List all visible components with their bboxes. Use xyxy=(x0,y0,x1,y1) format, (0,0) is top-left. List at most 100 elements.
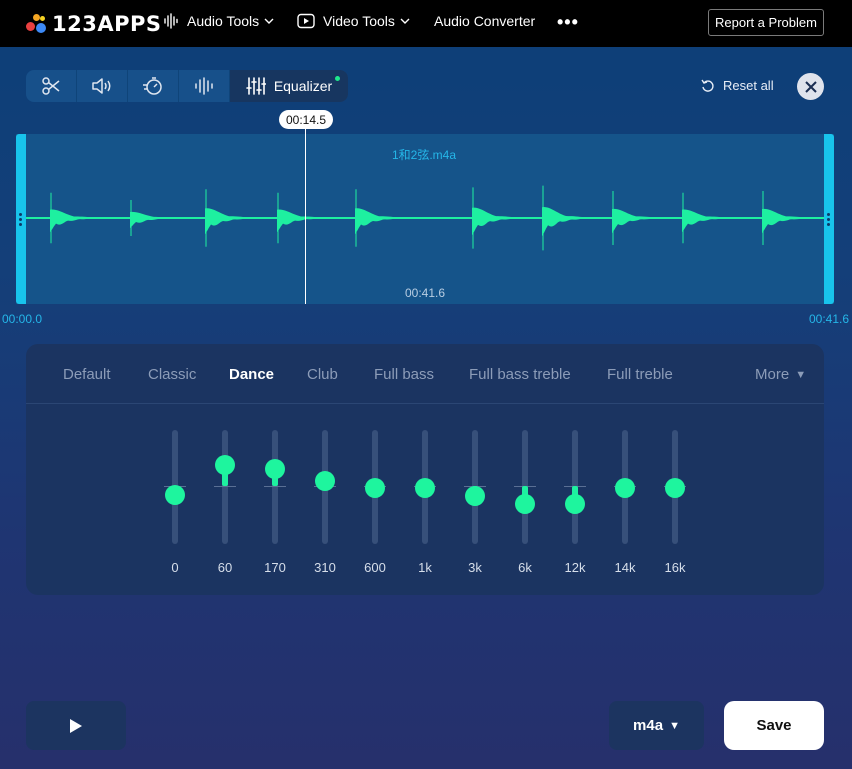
active-indicator-dot xyxy=(335,76,340,81)
logo[interactable]: 123APPS xyxy=(26,12,162,36)
waveform-peak xyxy=(762,208,812,233)
waveform-peak xyxy=(542,207,592,236)
eq-band-slider[interactable]: 16k xyxy=(655,430,695,580)
preset-default[interactable]: Default xyxy=(63,366,111,383)
audio-filename: 1和2弦.m4a xyxy=(392,148,457,162)
play-icon xyxy=(70,718,82,733)
tool-volume[interactable] xyxy=(77,70,128,102)
slider-knob[interactable] xyxy=(515,493,535,514)
slider-knob[interactable] xyxy=(665,478,685,499)
preset-dance[interactable]: Dance xyxy=(229,366,275,383)
preset-tabs: Default Classic Dance Club Full bass Ful… xyxy=(26,344,824,404)
tool-cut[interactable] xyxy=(26,70,77,102)
grip-dots-icon xyxy=(19,213,22,228)
speed-timer-icon xyxy=(143,77,162,95)
eq-band-slider[interactable]: 310 xyxy=(305,430,345,580)
chevron-down-icon xyxy=(400,18,410,24)
more-presets-label: More xyxy=(755,366,790,383)
tool-noise[interactable] xyxy=(179,70,230,102)
band-frequency-label: 310 xyxy=(314,560,336,575)
slider-knob[interactable] xyxy=(315,470,335,491)
save-button[interactable]: Save xyxy=(724,701,824,750)
eq-band-slider[interactable]: 12k xyxy=(555,430,595,580)
tool-speed[interactable] xyxy=(128,70,179,102)
eq-band-slider[interactable]: 170 xyxy=(255,430,295,580)
band-frequency-label: 170 xyxy=(264,560,286,575)
band-frequency-label: 6k xyxy=(518,560,532,575)
close-button[interactable] xyxy=(797,73,824,100)
trim-handle-left[interactable] xyxy=(16,134,26,304)
tool-equalizer[interactable]: Equalizer xyxy=(230,70,348,102)
band-frequency-label: 3k xyxy=(468,560,482,575)
band-frequency-label: 60 xyxy=(217,560,233,575)
more-presets-dropdown[interactable]: More ▼ xyxy=(755,366,806,383)
slider-knob[interactable] xyxy=(615,478,635,499)
band-frequency-label: 1k xyxy=(418,560,432,575)
reset-all-label: Reset all xyxy=(723,78,774,93)
report-problem-button[interactable]: Report a Problem xyxy=(708,9,824,36)
eq-band-slider[interactable]: 0 xyxy=(155,430,195,580)
eq-band-slider[interactable]: 14k xyxy=(605,430,645,580)
band-frequency-label: 14k xyxy=(614,560,636,575)
nav-video-tools[interactable]: Video Tools xyxy=(297,13,410,29)
preset-full-bass-treble[interactable]: Full bass treble xyxy=(469,366,571,383)
waveform-peak xyxy=(277,209,327,232)
waveform-region[interactable]: 1和2弦.m4a 00:41.6 xyxy=(16,134,834,304)
nav-audio-converter[interactable]: Audio Converter xyxy=(434,13,535,29)
nav-video-tools-label: Video Tools xyxy=(323,13,395,29)
waveform-peak xyxy=(205,208,255,234)
waveform-peak xyxy=(355,208,405,234)
slider-knob[interactable] xyxy=(365,478,385,499)
waveform-icon xyxy=(195,77,213,95)
nav-audio-converter-label: Audio Converter xyxy=(434,13,536,29)
slider-track xyxy=(272,430,278,544)
tool-equalizer-label: Equalizer xyxy=(273,78,333,94)
slider-track xyxy=(222,430,228,544)
nav-audio-tools[interactable]: Audio Tools xyxy=(163,13,274,29)
preset-full-bass[interactable]: Full bass xyxy=(374,366,435,383)
undo-icon xyxy=(701,79,714,92)
waveform-peak xyxy=(50,209,100,232)
preset-full-treble[interactable]: Full treble xyxy=(607,366,673,383)
grip-dots-icon xyxy=(827,213,830,228)
scissors-icon xyxy=(42,77,60,95)
speaker-icon xyxy=(92,78,111,94)
close-icon xyxy=(804,80,817,93)
trim-handle-right[interactable] xyxy=(824,134,834,304)
eq-band-slider[interactable]: 3k xyxy=(455,430,495,580)
nav-audio-tools-label: Audio Tools xyxy=(187,13,260,29)
waveform-graph xyxy=(26,185,824,251)
preset-classic[interactable]: Classic xyxy=(148,366,197,383)
slider-knob[interactable] xyxy=(265,459,285,480)
eq-band-slider[interactable]: 600 xyxy=(355,430,395,580)
top-navigation-bar: 123APPS Audio Tools Video Tools Audio Co… xyxy=(0,0,852,47)
slider-zero-mark xyxy=(264,486,286,487)
start-time-label: 00:00.0 xyxy=(2,312,43,326)
playhead-line[interactable] xyxy=(305,128,306,304)
slider-knob[interactable] xyxy=(465,486,485,507)
reset-all-button[interactable]: Reset all xyxy=(701,78,774,93)
slider-knob[interactable] xyxy=(415,478,435,499)
chevron-down-icon xyxy=(264,18,274,24)
slider-knob[interactable] xyxy=(215,455,235,476)
waveform-peak xyxy=(682,209,732,232)
slider-zero-mark xyxy=(214,486,236,487)
format-value: m4a xyxy=(633,717,664,734)
slider-knob[interactable] xyxy=(165,484,185,505)
waveform-peak xyxy=(612,208,662,233)
video-play-icon xyxy=(297,13,315,29)
more-menu-icon[interactable]: ••• xyxy=(557,12,579,32)
slider-knob[interactable] xyxy=(565,493,585,514)
logo-dots-icon xyxy=(26,14,46,34)
preset-club[interactable]: Club xyxy=(307,366,338,383)
equalizer-panel: Default Classic Dance Club Full bass Ful… xyxy=(26,344,824,595)
logo-text: 123APPS xyxy=(52,12,162,36)
format-select[interactable]: m4a ▼ xyxy=(609,701,704,750)
eq-band-slider[interactable]: 6k xyxy=(505,430,545,580)
band-frequency-label: 0 xyxy=(171,560,179,575)
eq-band-slider[interactable]: 1k xyxy=(405,430,445,580)
editor-toolbar: Equalizer xyxy=(26,70,348,102)
band-frequency-label: 600 xyxy=(364,560,386,575)
play-button[interactable] xyxy=(26,701,126,750)
eq-band-slider[interactable]: 60 xyxy=(205,430,245,580)
